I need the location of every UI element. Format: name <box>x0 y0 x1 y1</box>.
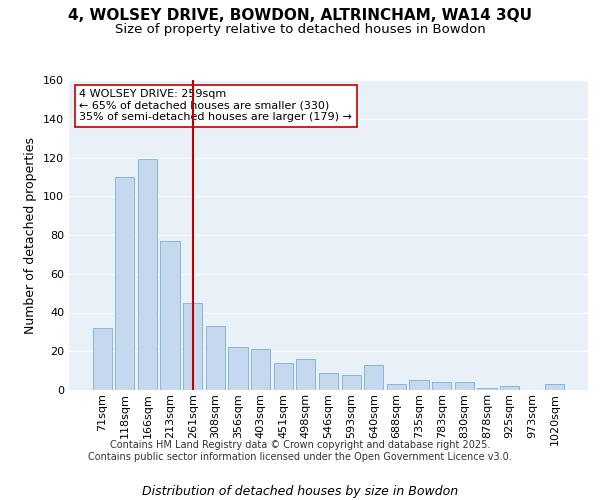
Bar <box>545 384 565 390</box>
Bar <box>477 388 497 390</box>
Bar <box>206 326 225 390</box>
Bar <box>92 328 112 390</box>
Bar <box>500 386 519 390</box>
Bar <box>455 382 474 390</box>
Bar <box>319 372 338 390</box>
Text: 4, WOLSEY DRIVE, BOWDON, ALTRINCHAM, WA14 3QU: 4, WOLSEY DRIVE, BOWDON, ALTRINCHAM, WA1… <box>68 8 532 22</box>
Text: Distribution of detached houses by size in Bowdon: Distribution of detached houses by size … <box>142 484 458 498</box>
Text: 4 WOLSEY DRIVE: 259sqm
← 65% of detached houses are smaller (330)
35% of semi-de: 4 WOLSEY DRIVE: 259sqm ← 65% of detached… <box>79 90 352 122</box>
Bar <box>341 374 361 390</box>
Bar <box>296 359 316 390</box>
Bar <box>160 241 180 390</box>
Bar <box>115 177 134 390</box>
Bar <box>409 380 428 390</box>
Bar <box>364 365 383 390</box>
Bar <box>183 303 202 390</box>
Bar <box>251 350 270 390</box>
Bar <box>138 160 157 390</box>
Y-axis label: Number of detached properties: Number of detached properties <box>25 136 37 334</box>
Text: Contains HM Land Registry data © Crown copyright and database right 2025.
Contai: Contains HM Land Registry data © Crown c… <box>88 440 512 462</box>
Bar <box>229 348 248 390</box>
Bar <box>274 363 293 390</box>
Bar <box>432 382 451 390</box>
Bar <box>387 384 406 390</box>
Text: Size of property relative to detached houses in Bowdon: Size of property relative to detached ho… <box>115 22 485 36</box>
